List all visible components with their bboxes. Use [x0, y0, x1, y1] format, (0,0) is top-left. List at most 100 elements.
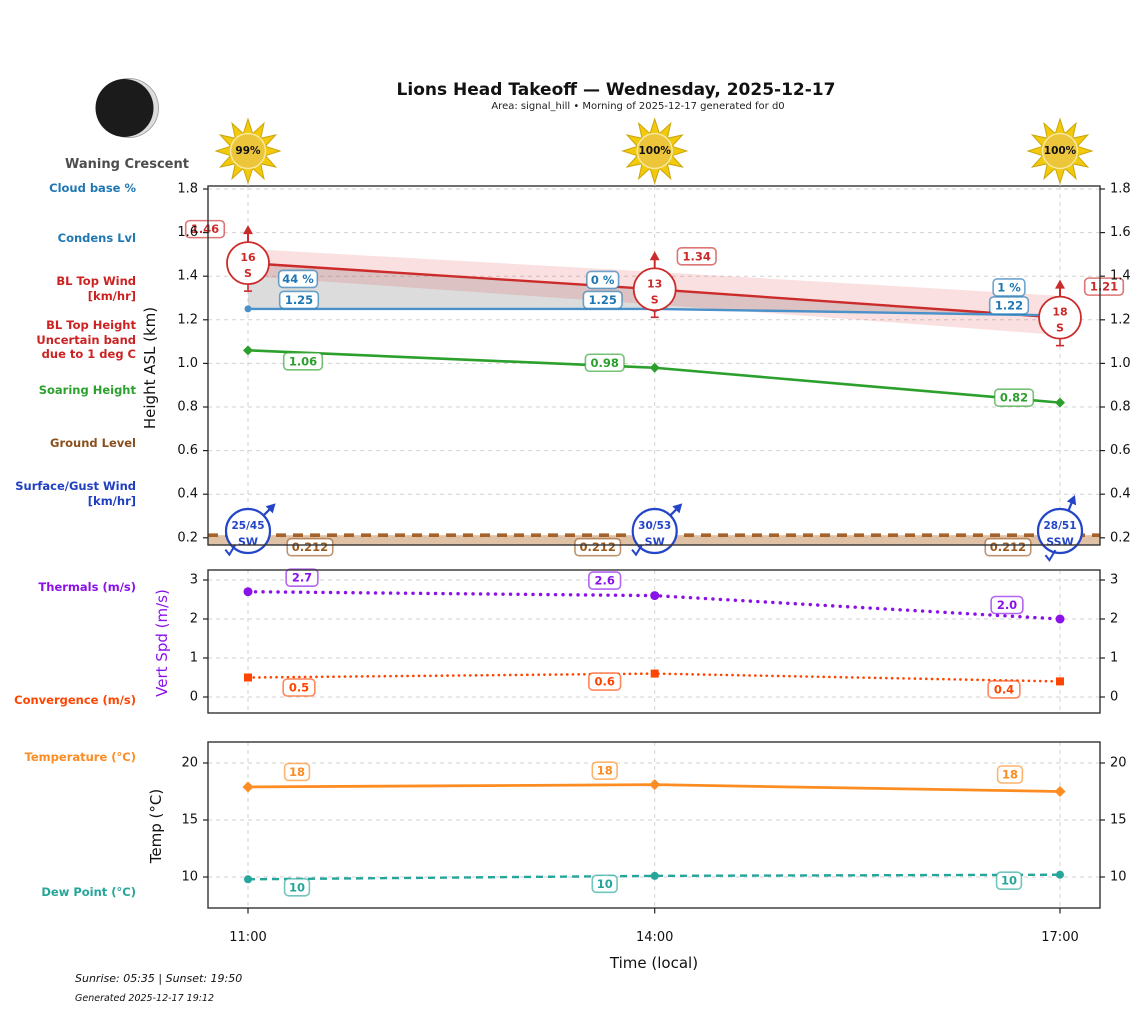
surface-wind-badge: 30/53 SW	[631, 503, 683, 557]
row-label-temperature: Temperature (°C)	[24, 750, 136, 764]
wind-dir: S	[244, 267, 252, 280]
sun-percent: 99%	[235, 145, 261, 157]
panel-temp: 18 18 18 10 10 10	[242, 761, 1066, 897]
value-label: 10	[597, 877, 613, 891]
y-tick-label: 0.4	[1110, 487, 1131, 502]
y-tick-label: 1.2	[177, 312, 198, 327]
wind-dir: S	[651, 293, 659, 306]
value-label: 0.4	[994, 682, 1014, 696]
value-label-box	[996, 765, 1024, 784]
value-label: 1.06	[289, 354, 317, 368]
value-label: 0.5	[289, 681, 309, 695]
sunrise-sunset-note: Sunrise: 05:35 | Sunset: 19:50	[75, 972, 243, 985]
y-tick-label: 1.6	[177, 225, 198, 240]
x-tick-label: 17:00	[1041, 930, 1078, 945]
y-tick-label: 2	[190, 612, 198, 627]
y-tick-label: 0.8	[1110, 400, 1131, 415]
bl-top-wind-badge: 16 S	[226, 225, 270, 292]
y-tick-label: 3	[190, 573, 198, 588]
value-label: 1.25	[285, 293, 313, 307]
value-label-box	[984, 537, 1032, 557]
value-label-box	[283, 762, 311, 782]
y-tick-label: 1.8	[1110, 182, 1131, 197]
value-label: 10	[1001, 874, 1017, 888]
sun-icon: 100%	[621, 117, 689, 186]
value-label: 0.212	[990, 540, 1026, 554]
row-label-thermals: Thermals (m/s)	[38, 580, 136, 594]
wind-dir: SW	[238, 536, 258, 549]
x-axis: 11:00 14:00 17:00	[229, 908, 1079, 945]
value-label-box	[988, 296, 1030, 315]
row-label-dew-point: Dew Point (°C)	[41, 885, 136, 899]
value-label-box	[278, 290, 320, 310]
y-tick-label: 2	[1110, 612, 1118, 627]
value-label: 10	[289, 880, 305, 894]
value-label: 2.7	[292, 571, 312, 585]
y-tick-label: 1	[190, 651, 198, 666]
y-tick-label: 20	[181, 756, 198, 771]
value-label-box	[584, 353, 625, 373]
value-label-box	[591, 761, 618, 780]
sun-percent: 100%	[1044, 145, 1077, 157]
value-label-box	[591, 874, 618, 894]
value-label: 0.6	[595, 675, 615, 689]
y-tick-label: 0.6	[1110, 443, 1131, 458]
sun-percent: 100%	[638, 145, 671, 157]
panel-vert-spd: 2.7 2.6 2.0 0.5 0.6 0.4	[243, 568, 1065, 699]
axes-temperature: 10 10 15 15 20 20	[181, 741, 1127, 909]
value-label: 0 %	[591, 273, 615, 287]
y-tick-label: 1.4	[177, 269, 198, 284]
value-label: 0.98	[591, 356, 619, 370]
row-label-cloud-base: Cloud base %	[49, 181, 136, 195]
value-label-box	[588, 571, 622, 590]
y-tick-label: 1	[1110, 651, 1118, 666]
y-axis-label-height: Height ASL (km)	[141, 306, 159, 430]
value-label: 1.34	[683, 249, 711, 263]
y-tick-label: 15	[181, 813, 198, 828]
y-tick-label: 1.2	[1110, 312, 1131, 327]
y-axis-label-vert-spd: Vert Spd (m/s)	[153, 589, 171, 697]
dew-point-line	[247, 873, 1061, 881]
y-tick-label: 3	[1110, 573, 1118, 588]
row-label-convergence: Convergence (m/s)	[14, 693, 136, 707]
value-label-box	[995, 871, 1023, 891]
wind-dir: SSW	[1046, 536, 1073, 549]
soaring-height-line	[247, 349, 1061, 404]
value-label-box	[1083, 277, 1125, 296]
value-label-box	[282, 678, 316, 697]
moon-phase-label: Waning Crescent	[65, 157, 189, 172]
grid-temperature	[208, 742, 1100, 908]
y-tick-label: 20	[1110, 756, 1127, 771]
wind-speed: 13	[647, 277, 662, 290]
value-label: 18	[289, 765, 305, 779]
x-tick-label: 11:00	[229, 930, 266, 945]
value-label-box	[286, 537, 334, 557]
surface-wind-badge: 28/51 SSW	[1036, 494, 1084, 562]
value-label: 1.46	[191, 222, 219, 236]
value-label: 18	[597, 764, 613, 778]
row-label-bl-top-height: BL Top Height Uncertain band due to 1 de…	[36, 318, 136, 361]
wind-speed: 16	[240, 251, 256, 264]
x-tick-label: 14:00	[636, 930, 673, 945]
generated-note: Generated 2025-12-17 19:12	[75, 993, 215, 1004]
wind-speed: 25/45	[231, 520, 264, 532]
y-tick-label: 10	[1110, 870, 1127, 885]
value-label: 0.212	[292, 540, 328, 554]
y-tick-label: 1.0	[177, 356, 198, 371]
value-label-box	[676, 246, 717, 266]
y-tick-label: 0.4	[177, 487, 198, 502]
value-label-box	[282, 352, 324, 371]
wind-dir: SW	[645, 536, 665, 549]
value-label-box	[588, 672, 622, 691]
moon-icon	[95, 78, 159, 138]
axes-vertical-speed: 0 0 1 1 2 2 3 3	[190, 569, 1118, 714]
value-label-box	[987, 680, 1021, 699]
y-tick-label: 15	[1110, 813, 1127, 828]
y-tick-label: 0.2	[1110, 530, 1131, 545]
page-title: Lions Head Takeoff — Wednesday, 2025-12-…	[396, 80, 836, 100]
value-label-box	[285, 568, 319, 588]
surface-wind-badge: 25/45 SW	[224, 503, 276, 557]
y-tick-label: 0.2	[177, 530, 198, 545]
